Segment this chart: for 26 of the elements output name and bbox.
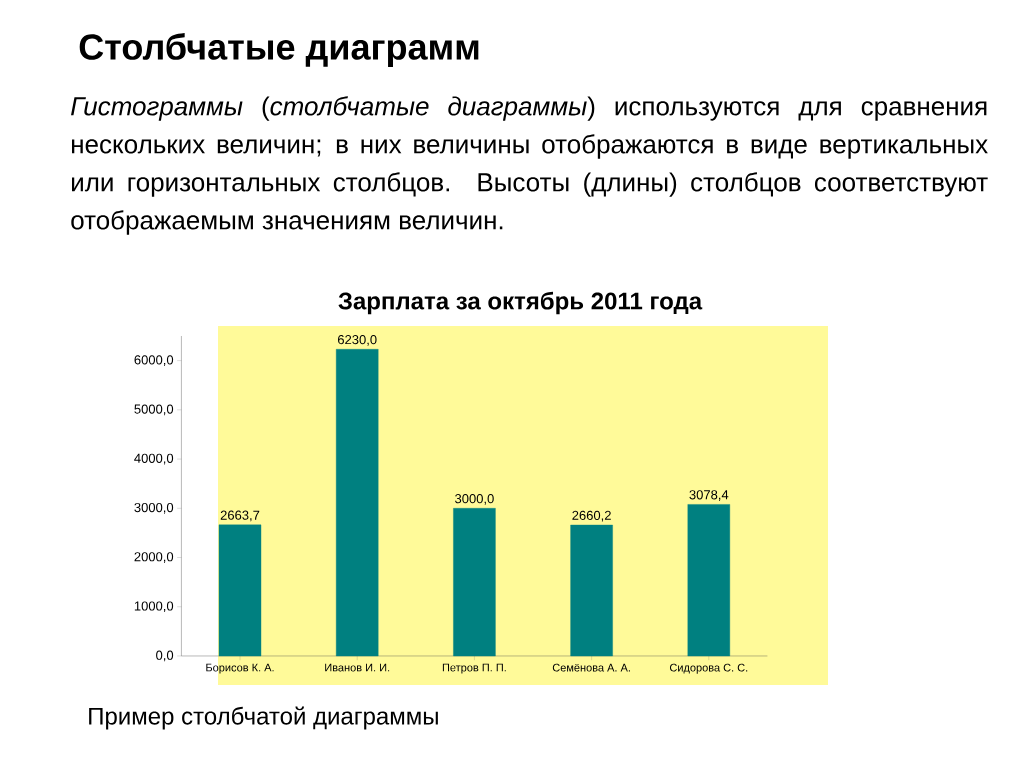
y-tick-label: 2000,0 bbox=[134, 552, 174, 563]
y-tick-label: 3000,0 bbox=[134, 502, 174, 514]
chart-subtitle: Гистограммы (столбчатые диаграммы) используются для сравнения нескольких величин; в них величины отображаются в виде вертикальных или горизонтальных столбцов. Высоты (длины) столбцов соответствуют отображаемым значениям величин. bbox=[71, 96, 988, 235]
data-label: 2663,7 bbox=[220, 510, 260, 522]
x-tick-label: Борисов К. А. bbox=[206, 663, 274, 674]
y-tick-label: 1000,0 bbox=[134, 601, 174, 613]
text: Пример столбчатой диаграммы bbox=[89, 706, 438, 730]
y-tick-label: 6000,0 bbox=[134, 355, 174, 366]
data-label: 3078,4 bbox=[689, 490, 729, 501]
x-tick-label: Иванов И. И. bbox=[325, 663, 390, 672]
x-tick-label: Сидорова С. С. bbox=[669, 663, 748, 674]
bar bbox=[453, 508, 496, 657]
bar bbox=[570, 524, 613, 657]
x-tick-label: Семёнова А. А. bbox=[552, 663, 630, 672]
data-label: 6230,0 bbox=[337, 335, 377, 346]
text: Столбчатые диаграмм bbox=[79, 33, 479, 67]
y-tick-label: 0,0 bbox=[156, 650, 174, 662]
data-label: 2660,2 bbox=[572, 510, 611, 522]
x-tick-label: Петров П. П. bbox=[442, 663, 506, 674]
chart-title: Зарплата за октябрь 2011 года bbox=[338, 291, 703, 315]
y-tick-label: 4000,0 bbox=[134, 453, 174, 465]
bar bbox=[687, 504, 731, 657]
data-label: 3000,0 bbox=[455, 494, 494, 505]
bar bbox=[336, 349, 379, 657]
bar bbox=[218, 524, 262, 657]
y-tick-label: 5000,0 bbox=[134, 404, 174, 416]
